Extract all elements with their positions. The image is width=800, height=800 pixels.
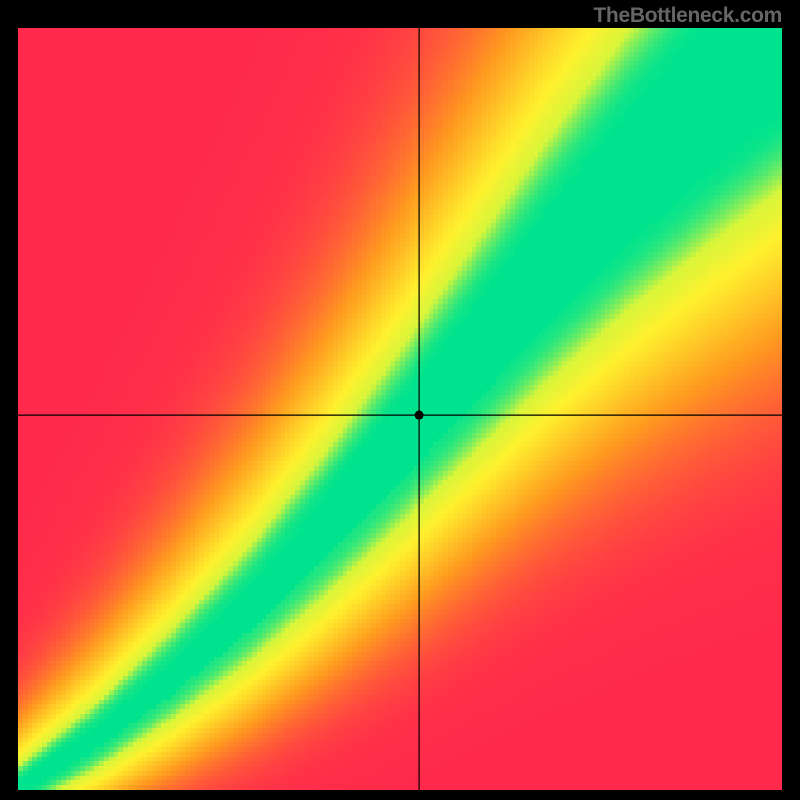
watermark-text: TheBottleneck.com (593, 4, 782, 28)
bottleneck-heatmap (0, 0, 800, 800)
chart-container: { "watermark": { "text": "TheBottleneck.… (0, 0, 800, 800)
